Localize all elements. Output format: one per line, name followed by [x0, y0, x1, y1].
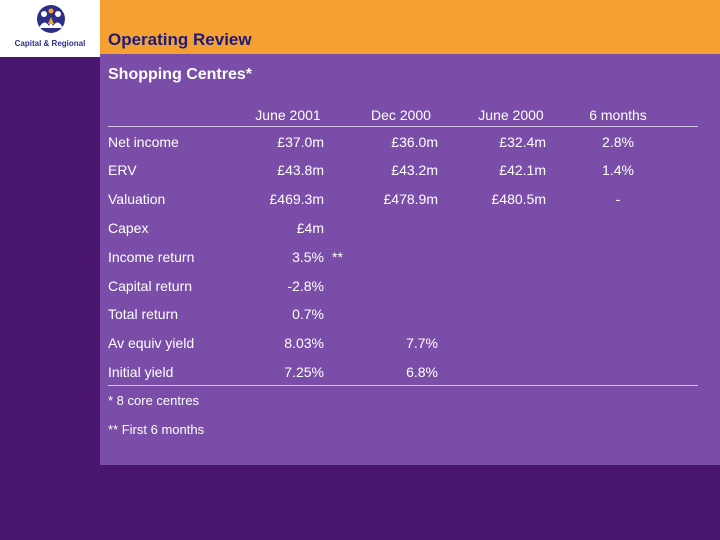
row-label: Income return: [108, 249, 195, 265]
table-cell: 0.7%: [292, 306, 324, 322]
table-cell: £43.2m: [391, 162, 438, 178]
footnote: ** First 6 months: [108, 422, 205, 437]
row-label: Av equiv yield: [108, 335, 195, 351]
table-cell: -2.8%: [287, 278, 324, 294]
row-label: Capex: [108, 220, 149, 236]
table-cell: £4m: [296, 220, 324, 236]
table-cell: 7.25%: [284, 364, 324, 380]
table-cell: 3.5%: [292, 249, 324, 265]
table-cell: £37.0m: [277, 134, 324, 150]
table-cell: 1.4%: [602, 162, 634, 178]
header-rule: [108, 126, 698, 127]
table-cell: £36.0m: [391, 134, 438, 150]
table-cell: 7.7%: [406, 335, 438, 351]
row-label: Net income: [108, 134, 179, 150]
table-cell: £478.9m: [383, 191, 438, 207]
footnote: * 8 core centres: [108, 393, 200, 408]
row-label: Initial yield: [108, 364, 174, 380]
logo: Capital & Regional: [0, 0, 100, 57]
table-cell: £469.3m: [269, 191, 324, 207]
row-label: Total return: [108, 306, 179, 322]
header-bar: Operating Review: [100, 0, 720, 54]
content-panel: Shopping Centres* June 2001 Dec 2000 Jun…: [100, 54, 720, 465]
row-label: Valuation: [108, 191, 166, 207]
section-title: Shopping Centres*: [108, 66, 253, 83]
logo-text: Capital & Regional: [14, 39, 86, 48]
column-header: Dec 2000: [371, 107, 431, 123]
column-header: June 2001: [255, 107, 321, 123]
table-cell: £32.4m: [499, 134, 546, 150]
column-header: June 2000: [478, 107, 544, 123]
row-label: ERV: [108, 162, 137, 178]
table-cell: 8.03%: [284, 335, 324, 351]
people-circle-logo-icon: [37, 5, 65, 33]
table-cell: 6.8%: [406, 364, 438, 380]
footer-rule: [108, 385, 698, 386]
row-label: Capital return: [108, 278, 193, 294]
table-cell: £480.5m: [491, 191, 546, 207]
footnote-marker: **: [332, 249, 343, 265]
table-cell: £42.1m: [499, 162, 546, 178]
table-cell: £43.8m: [277, 162, 324, 178]
table-cell: 2.8%: [602, 134, 634, 150]
column-header: 6 months: [589, 107, 647, 123]
page-title: Operating Review: [108, 30, 252, 49]
table-cell: -: [615, 191, 621, 207]
